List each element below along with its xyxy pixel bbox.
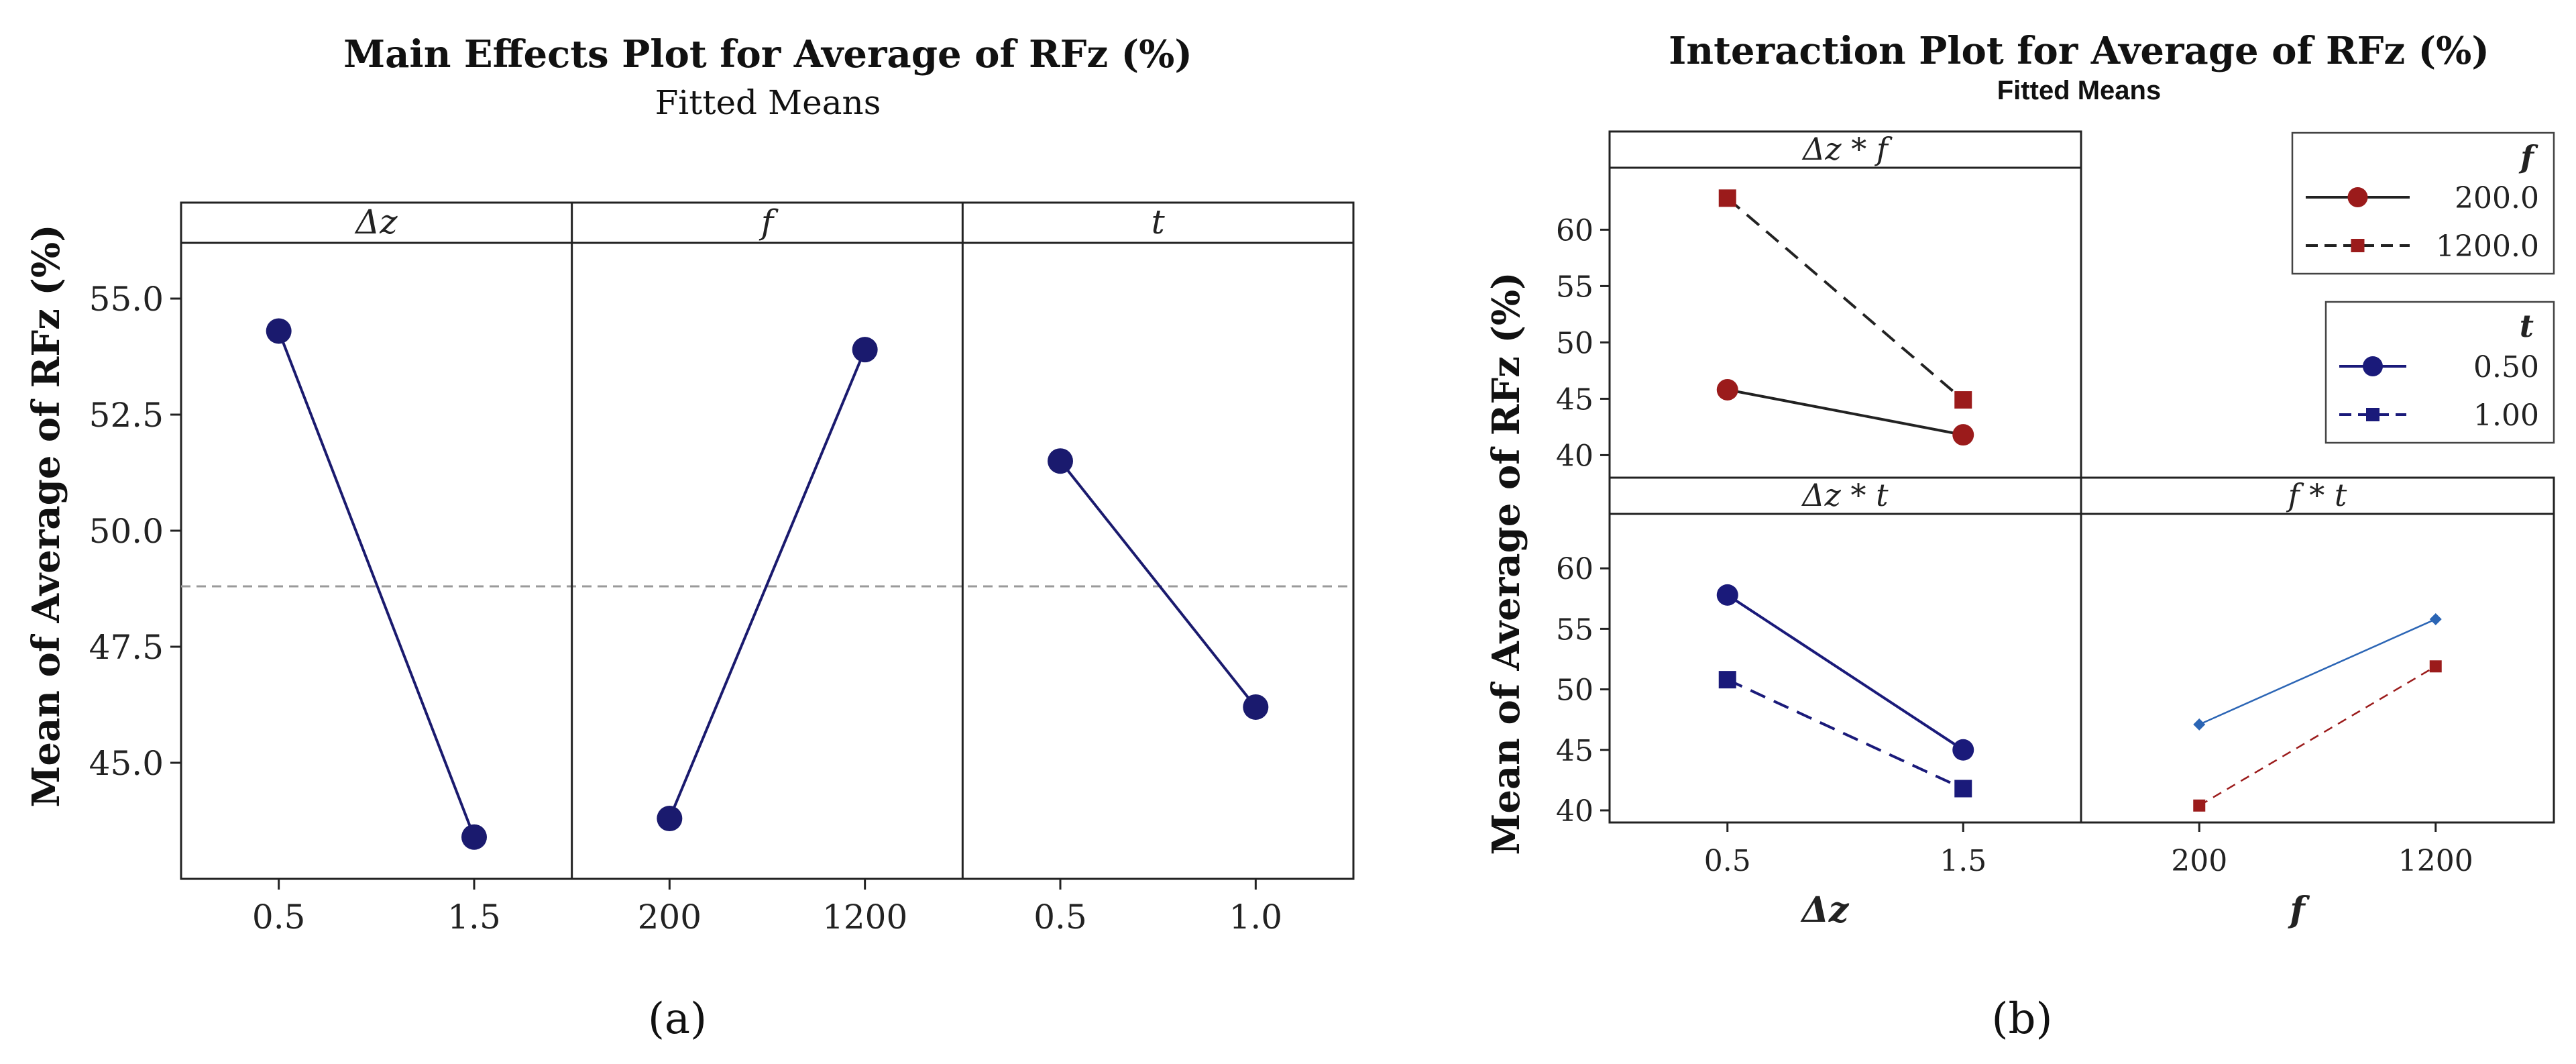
plot-b: Interaction Plot for Average of RFz (%) … — [1484, 29, 2555, 1044]
plot-a-xtick-label: 1.0 — [1229, 898, 1283, 937]
plot-a-xtick-label: 0.5 — [252, 898, 306, 937]
plot-a-ytick-label: 55.0 — [89, 280, 164, 319]
plot-b-point — [2193, 799, 2206, 812]
legend-box — [2291, 131, 2555, 275]
plot-b-ytick-label: 50 — [1556, 326, 1593, 360]
plot-b-ylabel: Mean of Average of RFz (%) — [1484, 272, 1528, 855]
plot-a-frame — [180, 201, 1355, 880]
plot-a-point — [1243, 694, 1269, 720]
plot-b-point — [1716, 584, 1738, 606]
plot-b-series-line — [1726, 197, 1964, 401]
plot-b-xtick-label: 1200 — [2398, 844, 2473, 878]
legend-label: 1200.0 — [2436, 229, 2539, 264]
plot-a-caption: (a) — [648, 994, 707, 1044]
legend-label: 0.50 — [2473, 350, 2539, 384]
plot-b-ytick-label: 60 — [1556, 552, 1593, 586]
plot-a-ytick-label: 50.0 — [89, 512, 164, 551]
plot-a-ytick-label: 47.5 — [89, 628, 164, 667]
plot-b-point — [2429, 660, 2442, 673]
plot-b-panel-label: Δz * t — [1801, 477, 1889, 513]
plot-b-panel-frame — [1608, 130, 2082, 479]
plot-b-point — [2429, 613, 2442, 625]
plot-a-xtick-label: 1200 — [822, 898, 907, 937]
legend-title: t — [2520, 308, 2534, 344]
plot-b-point — [1716, 378, 1738, 401]
plot-b-ytick-label: 55 — [1556, 613, 1593, 647]
plot-a-ylabel: Mean of Average of RFz (%) — [24, 224, 68, 807]
plot-b-series-line — [2198, 666, 2437, 806]
plot-b-xaxis-label: f — [2287, 890, 2310, 930]
legend-marker — [2347, 187, 2368, 207]
plot-b-subtitle: Fitted Means — [1997, 76, 2161, 105]
plot-b-ytick-label: 60 — [1556, 213, 1593, 248]
plot-a-panel-label: Δz — [354, 203, 398, 242]
plot-a-effect-line — [1059, 460, 1257, 708]
plot-a-subtitle: Fitted Means — [655, 83, 881, 122]
plot-b-point — [1718, 671, 1736, 689]
plot-b-series-line — [2198, 618, 2437, 726]
plot-b-ytick-label: 45 — [1556, 382, 1593, 417]
plot-a-xtick-label: 1.5 — [447, 898, 501, 937]
plot-a-point — [461, 824, 487, 850]
plot-b-series-line — [1727, 388, 1964, 437]
legend-marker — [2363, 356, 2383, 376]
plot-b-point — [2193, 718, 2206, 731]
plot-b-point — [1952, 739, 1974, 761]
plot-b-point — [1954, 391, 1972, 409]
plot-b-xtick-label: 0.5 — [1704, 844, 1751, 878]
plot-b-ytick-label: 45 — [1556, 734, 1593, 768]
plot-b-point — [1954, 780, 1972, 798]
plot-b-ytick-label: 40 — [1556, 794, 1593, 829]
plot-b-ytick-label: 50 — [1556, 674, 1593, 708]
plot-b-panel-label: f * t — [2286, 477, 2347, 513]
plot-a-xtick-label: 0.5 — [1033, 898, 1087, 937]
plot-a-xtick-label: 200 — [638, 898, 702, 937]
legend-marker — [2366, 408, 2379, 421]
plot-b-caption: (b) — [1992, 994, 2053, 1044]
plot-b-series-line — [1726, 594, 1964, 751]
plot-a-point — [657, 806, 683, 832]
plot-a-effect-line — [668, 349, 866, 819]
legend-label: 1.00 — [2473, 398, 2539, 433]
plot-a: Main Effects Plot for Average of RFz (%)… — [24, 32, 1355, 1044]
legend-marker — [2351, 239, 2365, 252]
plot-b-title: Interaction Plot for Average of RFz (%) — [1669, 29, 2489, 73]
plot-b-panel-label: Δz * f — [1801, 131, 1893, 167]
plot-a-area: 45.0 47.5 50.0 52.5 55.0 Δz 0.5 1.5 f 200 1200 t 0.5… — [89, 201, 1355, 937]
plot-b-point — [1952, 424, 1974, 446]
plot-a-point — [1048, 448, 1073, 474]
plot-b-xtick-label: 200 — [2171, 844, 2227, 878]
legend-label: 200.0 — [2455, 181, 2539, 215]
plot-b-ytick-label: 40 — [1556, 439, 1593, 473]
plot-a-ytick-label: 45.0 — [89, 744, 164, 783]
plot-a-title: Main Effects Plot for Average of RFz (%) — [343, 32, 1192, 76]
plot-b-point — [1718, 189, 1736, 207]
plot-a-point — [266, 318, 292, 344]
plot-b-xtick-label: 1.5 — [1940, 844, 1986, 878]
plot-b-series-line — [1726, 678, 1964, 790]
plot-a-panel-label: f — [759, 203, 779, 242]
legend-box — [2325, 301, 2555, 444]
plot-a-point — [852, 337, 878, 363]
plot-a-ytick-label: 52.5 — [89, 396, 164, 435]
plot-b-ytick-label: 55 — [1556, 270, 1593, 304]
plot-b-xaxis-label: Δz — [1800, 890, 1850, 930]
plot-a-panel-label: t — [1152, 203, 1166, 242]
plot-b-area: 40 45 50 55 60 40 45 50 55 60 0.5 1.5 Δz 200 1200 f Δz *… — [1556, 130, 2555, 930]
plot-a-effect-line — [277, 330, 475, 838]
